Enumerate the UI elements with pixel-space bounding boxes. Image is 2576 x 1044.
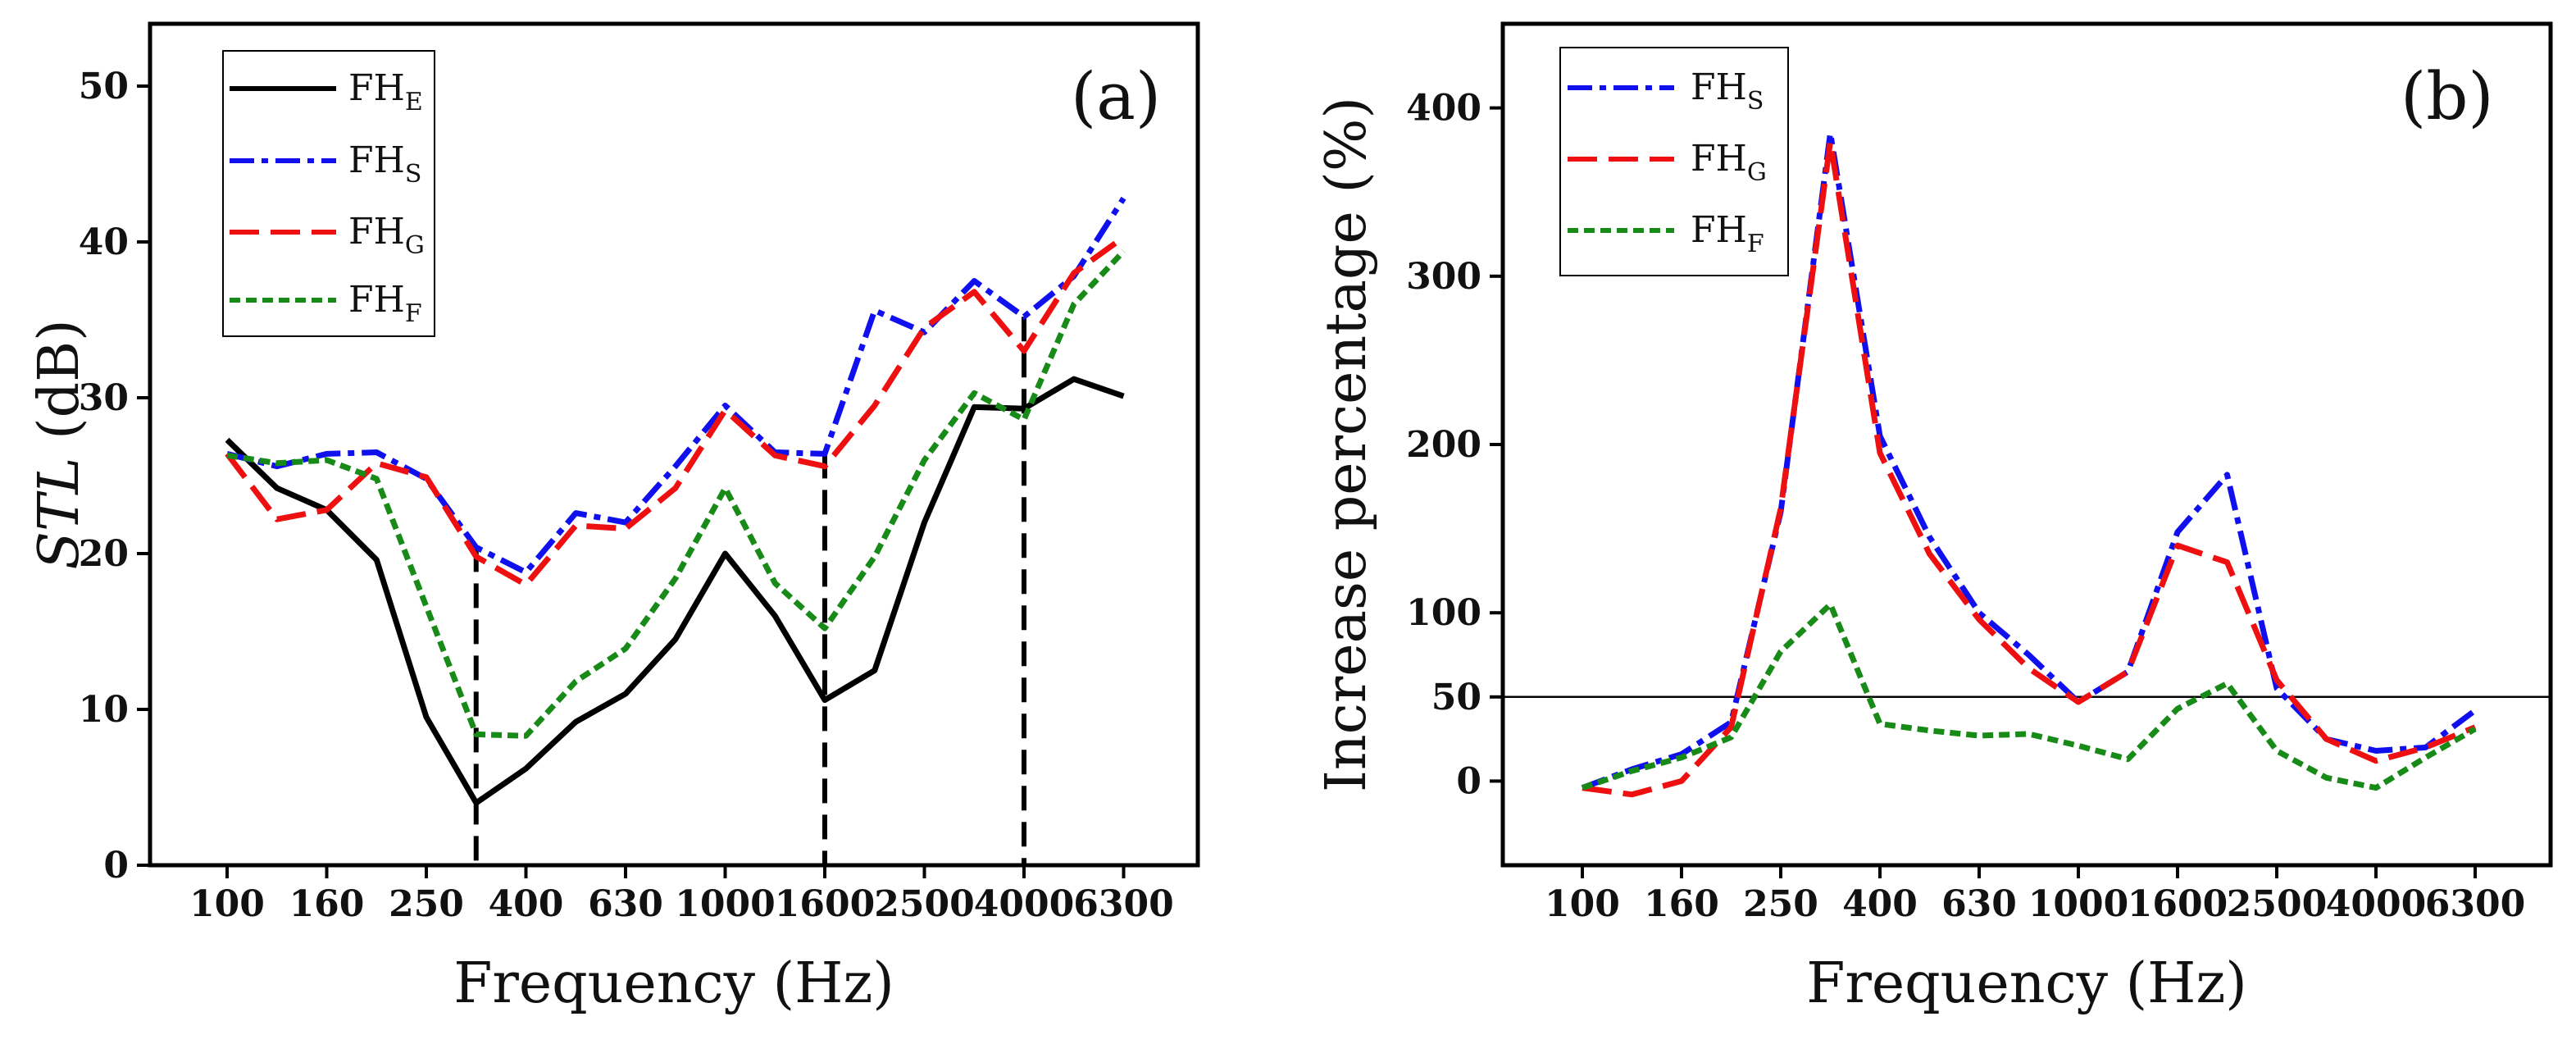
legend-label-a-3: FHF — [348, 279, 422, 328]
legend-b: FHS FHG FHF — [1559, 47, 1789, 276]
x-tick-label: 160 — [1644, 883, 1719, 925]
legend-box-a — [222, 50, 435, 337]
y-axis-title-unit-a: (dB) — [27, 319, 92, 457]
reference-lines-a — [473, 317, 1026, 865]
legend-a: FHE FHS FHG FHF — [222, 50, 435, 337]
y-tick-label: 30 — [79, 377, 129, 419]
y-tick-label: 40 — [79, 221, 129, 263]
series-line-fh-g — [225, 235, 1126, 588]
x-tick-label: 630 — [1941, 883, 2017, 925]
x-tick-label: 4000 — [974, 883, 1074, 925]
y-tick-label: 300 — [1406, 256, 1481, 298]
y-ticks-b: 0 50 100 200 300 400 — [1406, 88, 1503, 802]
series-line-fh-f — [226, 249, 1126, 739]
panel-label-b: (b) — [2401, 58, 2494, 134]
y-axis-title-italic-a: STL — [27, 458, 92, 570]
y-tick-label: 200 — [1406, 424, 1481, 466]
x-tick-label: 250 — [389, 883, 464, 925]
y-ticks-a: 0 10 20 30 40 50 — [79, 66, 150, 887]
y-tick-label: 0 — [103, 845, 129, 887]
x-tick-label: 1600 — [775, 883, 875, 925]
y-tick-label: 400 — [1406, 88, 1481, 130]
y-tick-label: 20 — [79, 533, 129, 575]
x-axis-title-b: Frequency (Hz) — [1806, 951, 2247, 1016]
y-tick-label: 50 — [1431, 677, 1481, 718]
panel-b: 0 50 100 200 300 400 100 160 250 400 630 100016002… — [1314, 21, 2553, 1016]
x-tick-label: 1000 — [675, 883, 775, 925]
series-group-b — [1581, 130, 2478, 798]
legend-label-b-2: FHF — [1691, 209, 1764, 258]
legend-label-a-2: FHG — [348, 211, 425, 260]
x-tick-label: 4000 — [2326, 883, 2426, 925]
x-tick-label: 400 — [1842, 883, 1918, 925]
x-tick-label: 630 — [588, 883, 663, 925]
series-line-fh-f — [1581, 601, 2477, 791]
legend-label-b-1: FHG — [1691, 138, 1767, 187]
legend-label-a-0: FHE — [348, 67, 423, 116]
x-tick-label: 2500 — [874, 883, 974, 925]
y-tick-label: 50 — [79, 66, 129, 107]
series-line-fh-e — [225, 376, 1125, 806]
legend-label-b-0: FHS — [1691, 66, 1764, 116]
series-line-fh-s — [226, 196, 1126, 576]
x-axis-title-a: Frequency (Hz) — [453, 951, 894, 1016]
x-tick-label: 100 — [1545, 883, 1620, 925]
series-group-a — [225, 196, 1126, 806]
y-tick-label: 10 — [79, 689, 129, 731]
x-tick-label: 400 — [489, 883, 564, 925]
legend-label-a-1: FHS — [348, 139, 421, 189]
x-ticks-a: 100 160 250 400 630 1000 1600 2500 4000 6300 — [189, 865, 1174, 925]
panel-label-a: (a) — [1071, 58, 1161, 134]
x-tick-label: 6300 — [1073, 883, 1173, 925]
series-line-fh-g — [1582, 139, 2477, 798]
x-tick-label: 1000 — [2028, 883, 2128, 925]
x-tick-label: 250 — [1743, 883, 1818, 925]
plot-frame-a — [148, 21, 1200, 868]
x-tick-label: 160 — [289, 883, 365, 925]
y-axis-title-b: Increase percentage (%) — [1314, 97, 1379, 792]
x-tick-label: 2500 — [2227, 883, 2327, 925]
y-tick-label: 100 — [1406, 592, 1481, 634]
y-tick-label: 0 — [1456, 760, 1481, 802]
y-axis-title-a: STL (dB) — [27, 319, 92, 569]
x-tick-label: 100 — [189, 883, 265, 925]
panel-a: 0 10 20 30 40 50 100 160 250 400 630 1000 1600 2500 4… — [27, 21, 1200, 1016]
x-tick-label: 1600 — [2128, 883, 2228, 925]
x-tick-label: 6300 — [2425, 883, 2525, 925]
